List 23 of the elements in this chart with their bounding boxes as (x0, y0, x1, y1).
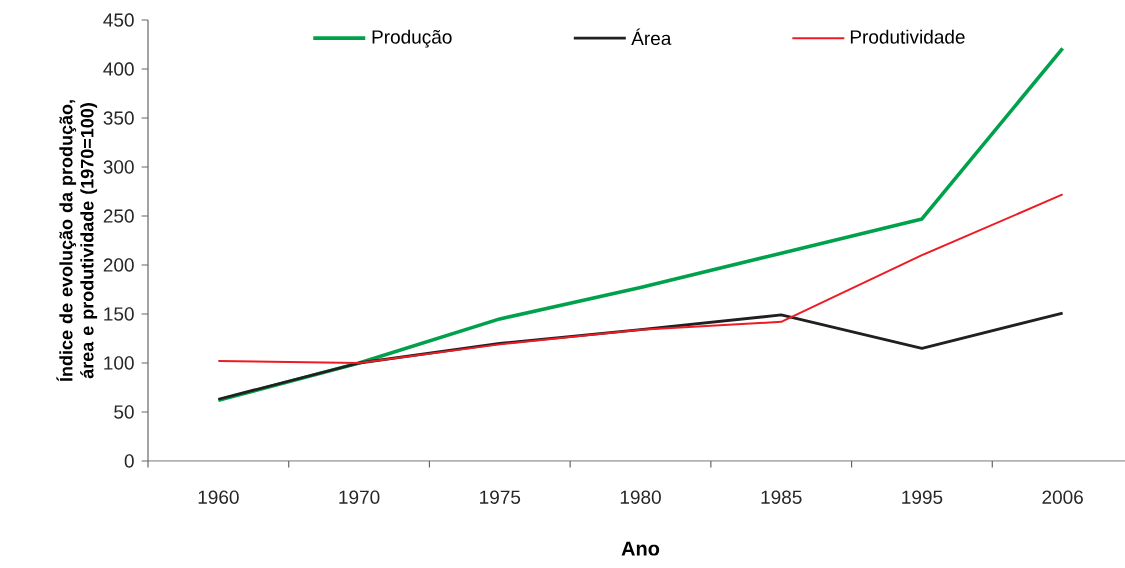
legend-label: Produtividade (850, 29, 965, 44)
y-axis-title: Índice de evolução da produção, área e produtividade (1970=100) (56, 100, 98, 382)
y-tick-label: 300 (103, 160, 134, 174)
x-tick-label: 1975 (480, 490, 521, 504)
y-tick-label: 400 (103, 62, 134, 76)
y-tick-label: 250 (103, 209, 134, 223)
y-tick-label: 50 (114, 405, 134, 419)
x-tick-label: 1985 (761, 490, 802, 504)
legend-label: Área (631, 28, 672, 46)
y-tick-label: 350 (103, 111, 134, 125)
y-tick-label: 150 (104, 307, 134, 321)
legend-label: Produção (372, 29, 452, 48)
x-tick-label: 2006 (1042, 490, 1083, 504)
y-tick-label: 200 (103, 258, 134, 272)
y-tick-label: 100 (104, 356, 134, 370)
x-tick-label: 1970 (339, 490, 380, 504)
x-axis-title: Ano (621, 541, 660, 556)
x-tick-label: 1995 (902, 490, 943, 504)
y-tick-label: 450 (103, 13, 134, 27)
line-series (217, 193, 1064, 364)
y-tick-label: 0 (124, 454, 134, 468)
x-tick-label: 1980 (620, 490, 661, 504)
x-tick-label: 1960 (198, 490, 239, 504)
